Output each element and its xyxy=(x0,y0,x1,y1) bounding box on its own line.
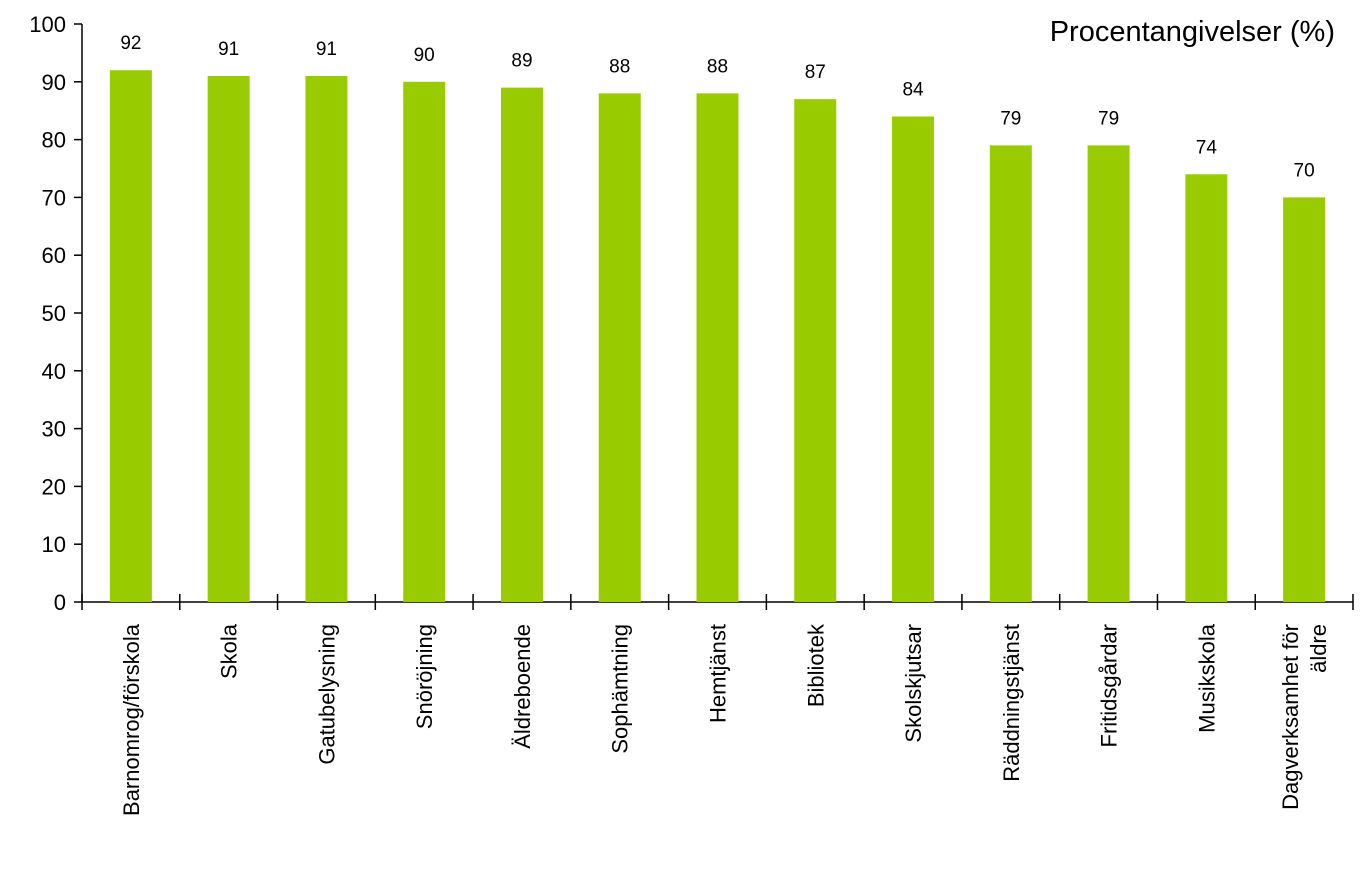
data-label: 70 xyxy=(1294,160,1315,181)
data-label: 91 xyxy=(316,39,337,60)
data-label: 84 xyxy=(902,79,924,100)
data-label: 91 xyxy=(218,39,239,60)
x-tick-label-line: Räddningstjänst xyxy=(999,624,1024,782)
bar xyxy=(1087,145,1130,602)
x-tick-label: Musikskola xyxy=(1194,623,1219,733)
x-tick-label-line: Fritidsgårdar xyxy=(1097,624,1122,747)
bar xyxy=(696,93,739,603)
data-label: 88 xyxy=(707,56,728,77)
x-tick-label: Fritidsgårdar xyxy=(1097,624,1122,747)
data-label: 74 xyxy=(1196,137,1218,158)
y-tick-label: 90 xyxy=(42,70,66,95)
bar xyxy=(403,81,446,603)
data-label: 87 xyxy=(805,62,826,83)
bar xyxy=(598,93,641,603)
y-axis: 0 10 20 30 40 50 60 70 80 90 100 xyxy=(29,12,83,615)
x-tick-label: Snöröjning xyxy=(412,624,437,729)
bar xyxy=(892,116,935,602)
data-label: 90 xyxy=(414,45,435,66)
bar xyxy=(109,70,152,603)
x-tick-label-line: Skola xyxy=(217,623,242,679)
x-tick-label: Bibliotek xyxy=(803,623,828,707)
x-tick-label-line: Hemtjänst xyxy=(706,624,731,723)
x-tick-label: Skola xyxy=(217,623,242,679)
data-label: 79 xyxy=(1098,108,1119,129)
bar xyxy=(1283,197,1326,602)
bar xyxy=(207,76,250,602)
bar xyxy=(1185,174,1228,602)
x-tick-label-line: äldre xyxy=(1306,624,1331,673)
bar xyxy=(794,99,837,602)
x-tick-label-line: Snöröjning xyxy=(412,624,437,729)
x-tick-label-line: Barnomrog/förskola xyxy=(119,623,144,816)
y-tick-label: 60 xyxy=(42,243,66,268)
y-tick-label: 80 xyxy=(42,128,66,153)
x-tick-label: Räddningstjänst xyxy=(999,624,1024,782)
x-tick-label: Sophämtning xyxy=(608,624,633,754)
x-tick-label: Skolskjutsar xyxy=(901,624,926,743)
x-tick-label-line: Gatubelysning xyxy=(314,624,339,765)
data-label: 92 xyxy=(120,33,141,54)
x-tick-label-line: Sophämtning xyxy=(608,624,633,754)
y-tick-label: 10 xyxy=(42,532,66,557)
data-label: 79 xyxy=(1000,108,1021,129)
unit-label: Procentangivelser (%) xyxy=(1050,16,1335,48)
y-tick-label: 30 xyxy=(42,417,66,442)
data-labels: 92 91 91 90 89 88 88 87 84 79 79 74 70 xyxy=(120,33,1314,181)
data-label: 89 xyxy=(511,51,532,72)
bar xyxy=(305,76,348,602)
x-tick-label-line: Äldreboende xyxy=(510,624,535,749)
x-tick-label-line: Skolskjutsar xyxy=(901,624,926,743)
x-tick-label: Hemtjänst xyxy=(706,624,731,723)
x-tick-label: Barnomrog/förskola xyxy=(119,623,144,816)
x-tick-labels: Barnomrog/förskola Skola Gatubelysning Snör… xyxy=(119,623,1331,816)
bar xyxy=(500,87,543,602)
y-tick-label: 0 xyxy=(54,590,66,615)
y-tick-label: 50 xyxy=(42,301,66,326)
data-label: 88 xyxy=(609,56,630,77)
y-tick-label: 100 xyxy=(29,12,66,37)
x-tick-label: Äldreboende xyxy=(510,624,535,749)
x-tick-label-line: Bibliotek xyxy=(803,623,828,707)
x-tick-label-line: Dagverksamhet för xyxy=(1278,624,1303,810)
x-tick-label: Gatubelysning xyxy=(314,624,339,765)
bar-series xyxy=(109,70,1326,603)
x-tick-label-line: Musikskola xyxy=(1194,623,1219,733)
y-tick-label: 70 xyxy=(42,185,66,210)
y-tick-label: 40 xyxy=(42,359,66,384)
x-tick-label: Dagverksamhet för äldre xyxy=(1278,624,1331,810)
bar xyxy=(989,145,1032,602)
y-tick-label: 20 xyxy=(42,474,66,499)
